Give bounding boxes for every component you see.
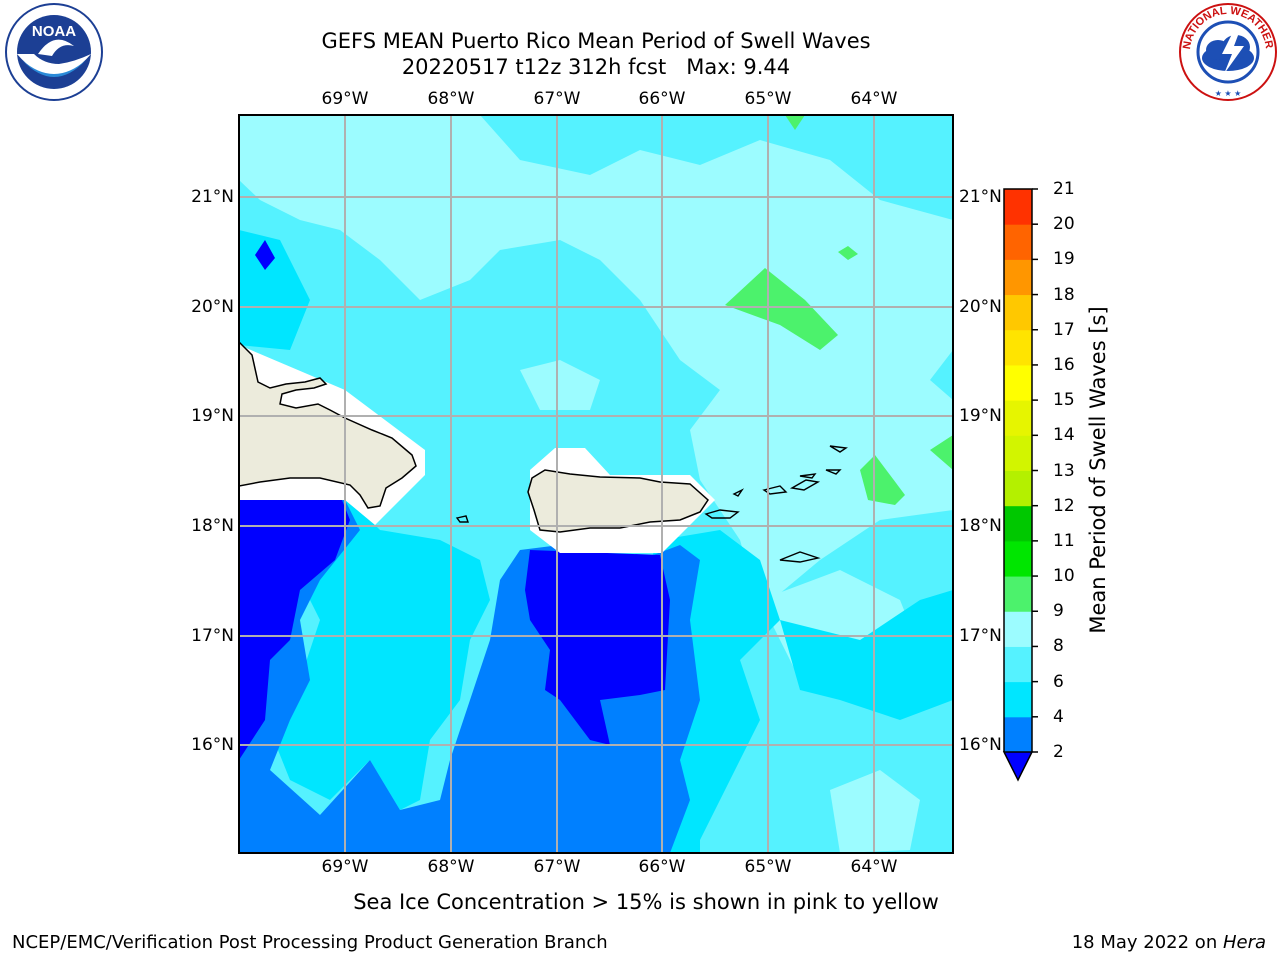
colorbar-tick-label: 18 [1053, 284, 1075, 305]
colorbar-segment [1004, 364, 1032, 401]
colorbar-segment [1004, 259, 1032, 296]
colorbar-tick-label: 13 [1053, 460, 1075, 481]
footer-branch: NCEP/EMC/Verification Post Processing Pr… [12, 932, 608, 953]
colorbar-segment [1004, 435, 1032, 471]
map-field [239, 115, 953, 853]
colorbar-tick-label: 19 [1053, 249, 1075, 270]
map-subtitle: 20220517 t12z 312h fcst Max: 9.44 [401, 55, 791, 79]
footer-date: 18 May 2022 on Hera [1072, 932, 1266, 953]
colorbar-tick-label: 15 [1053, 390, 1075, 411]
lon-label-top: 68°W [427, 89, 475, 109]
colorbar-tick-label: 9 [1053, 601, 1064, 622]
colorbar-title: Mean Period of Swell Waves [s] [1086, 306, 1110, 634]
colorbar-segment [1004, 540, 1032, 577]
lon-label-bottom: 69°W [321, 857, 369, 877]
colorbar-tick-label: 17 [1053, 319, 1075, 340]
band-4-6-s [239, 230, 310, 350]
colorbar-tick-label: 16 [1053, 354, 1075, 375]
band-9-10-s [725, 268, 838, 350]
colorbar [1002, 188, 1038, 782]
lon-label-top: 64°W [850, 89, 898, 109]
band-8-9-s [239, 115, 953, 610]
lon-label-top: 66°W [638, 89, 686, 109]
colorbar-segment [1004, 716, 1032, 753]
noaa-logo: NOAA [5, 3, 103, 101]
lon-label-top: 67°W [533, 89, 581, 109]
lon-label-top: 65°W [744, 89, 792, 109]
lat-label-left: 19°N [191, 406, 234, 426]
band-below-2-s [255, 240, 275, 270]
lat-label-left: 16°N [191, 735, 234, 755]
band-4-6-s [780, 590, 953, 720]
lon-label-bottom: 67°W [533, 857, 581, 877]
lat-label-right: 18°N [959, 516, 1002, 536]
lon-label-bottom: 68°W [427, 857, 475, 877]
colorbar-tick-label: 8 [1053, 636, 1064, 657]
colorbar-segment [1004, 329, 1032, 366]
colorbar-extend [1002, 751, 1034, 782]
lat-label-right: 17°N [959, 626, 1002, 646]
colorbar-segment [1004, 505, 1032, 542]
graticule [239, 115, 953, 853]
band-8-9-s [520, 360, 600, 410]
lat-label-right: 19°N [959, 406, 1002, 426]
colorbar-tick-label: 4 [1053, 706, 1064, 727]
colorbar-segment [1004, 611, 1032, 647]
band-below-2-s [239, 500, 350, 760]
map-frame [238, 114, 954, 854]
colorbar-tick-label: 20 [1053, 214, 1075, 235]
colorbar-segment [1004, 189, 1032, 225]
colorbar-tick-label: 21 [1053, 179, 1075, 199]
colorbar-segment [1004, 576, 1032, 612]
lat-label-left: 18°N [191, 516, 234, 536]
colorbar-segment [1004, 646, 1032, 683]
lat-label-right: 21°N [959, 187, 1002, 207]
lat-label-right: 16°N [959, 735, 1002, 755]
colorbar-tick-label: 14 [1053, 425, 1075, 446]
colorbar-tick-label: 6 [1053, 671, 1064, 692]
colorbar-segment [1004, 294, 1032, 331]
nws-logo: NATIONAL WEATHER SERVICE ★ ★ ★ [1178, 2, 1277, 101]
band-9-10-s [930, 435, 953, 470]
band-9-10-s [860, 455, 905, 505]
colorbar-tick-label: 2 [1053, 742, 1064, 762]
sea-ice-note: Sea Ice Concentration > 15% is shown in … [353, 890, 939, 914]
noaa-logo-text: NOAA [32, 23, 76, 40]
band-below-2-s [525, 550, 670, 745]
footer-date-text: 18 May 2022 on [1071, 932, 1223, 953]
colorbar-segment [1004, 681, 1032, 718]
colorbar-tick-label: 12 [1053, 495, 1075, 516]
svg-text:★ ★ ★: ★ ★ ★ [1215, 89, 1242, 98]
band-9-10-s [785, 115, 805, 130]
footer-host: Hera [1222, 932, 1266, 953]
lon-label-bottom: 64°W [850, 857, 898, 877]
band-9-10-s [838, 246, 858, 260]
colorbar-segment [1004, 400, 1032, 436]
lat-label-left: 21°N [191, 187, 234, 207]
colorbar-tick-label: 10 [1053, 566, 1075, 587]
colorbar-segment [1004, 224, 1032, 260]
lon-label-bottom: 65°W [744, 857, 792, 877]
lon-label-bottom: 66°W [638, 857, 686, 877]
colorbar-segment [1004, 470, 1032, 507]
lon-label-top: 69°W [321, 89, 369, 109]
colorbar-tick-label: 11 [1053, 530, 1075, 551]
lat-label-right: 20°N [959, 297, 1002, 317]
lat-label-left: 17°N [191, 626, 234, 646]
lat-label-left: 20°N [191, 297, 234, 317]
map-title: GEFS MEAN Puerto Rico Mean Period of Swe… [321, 29, 871, 53]
